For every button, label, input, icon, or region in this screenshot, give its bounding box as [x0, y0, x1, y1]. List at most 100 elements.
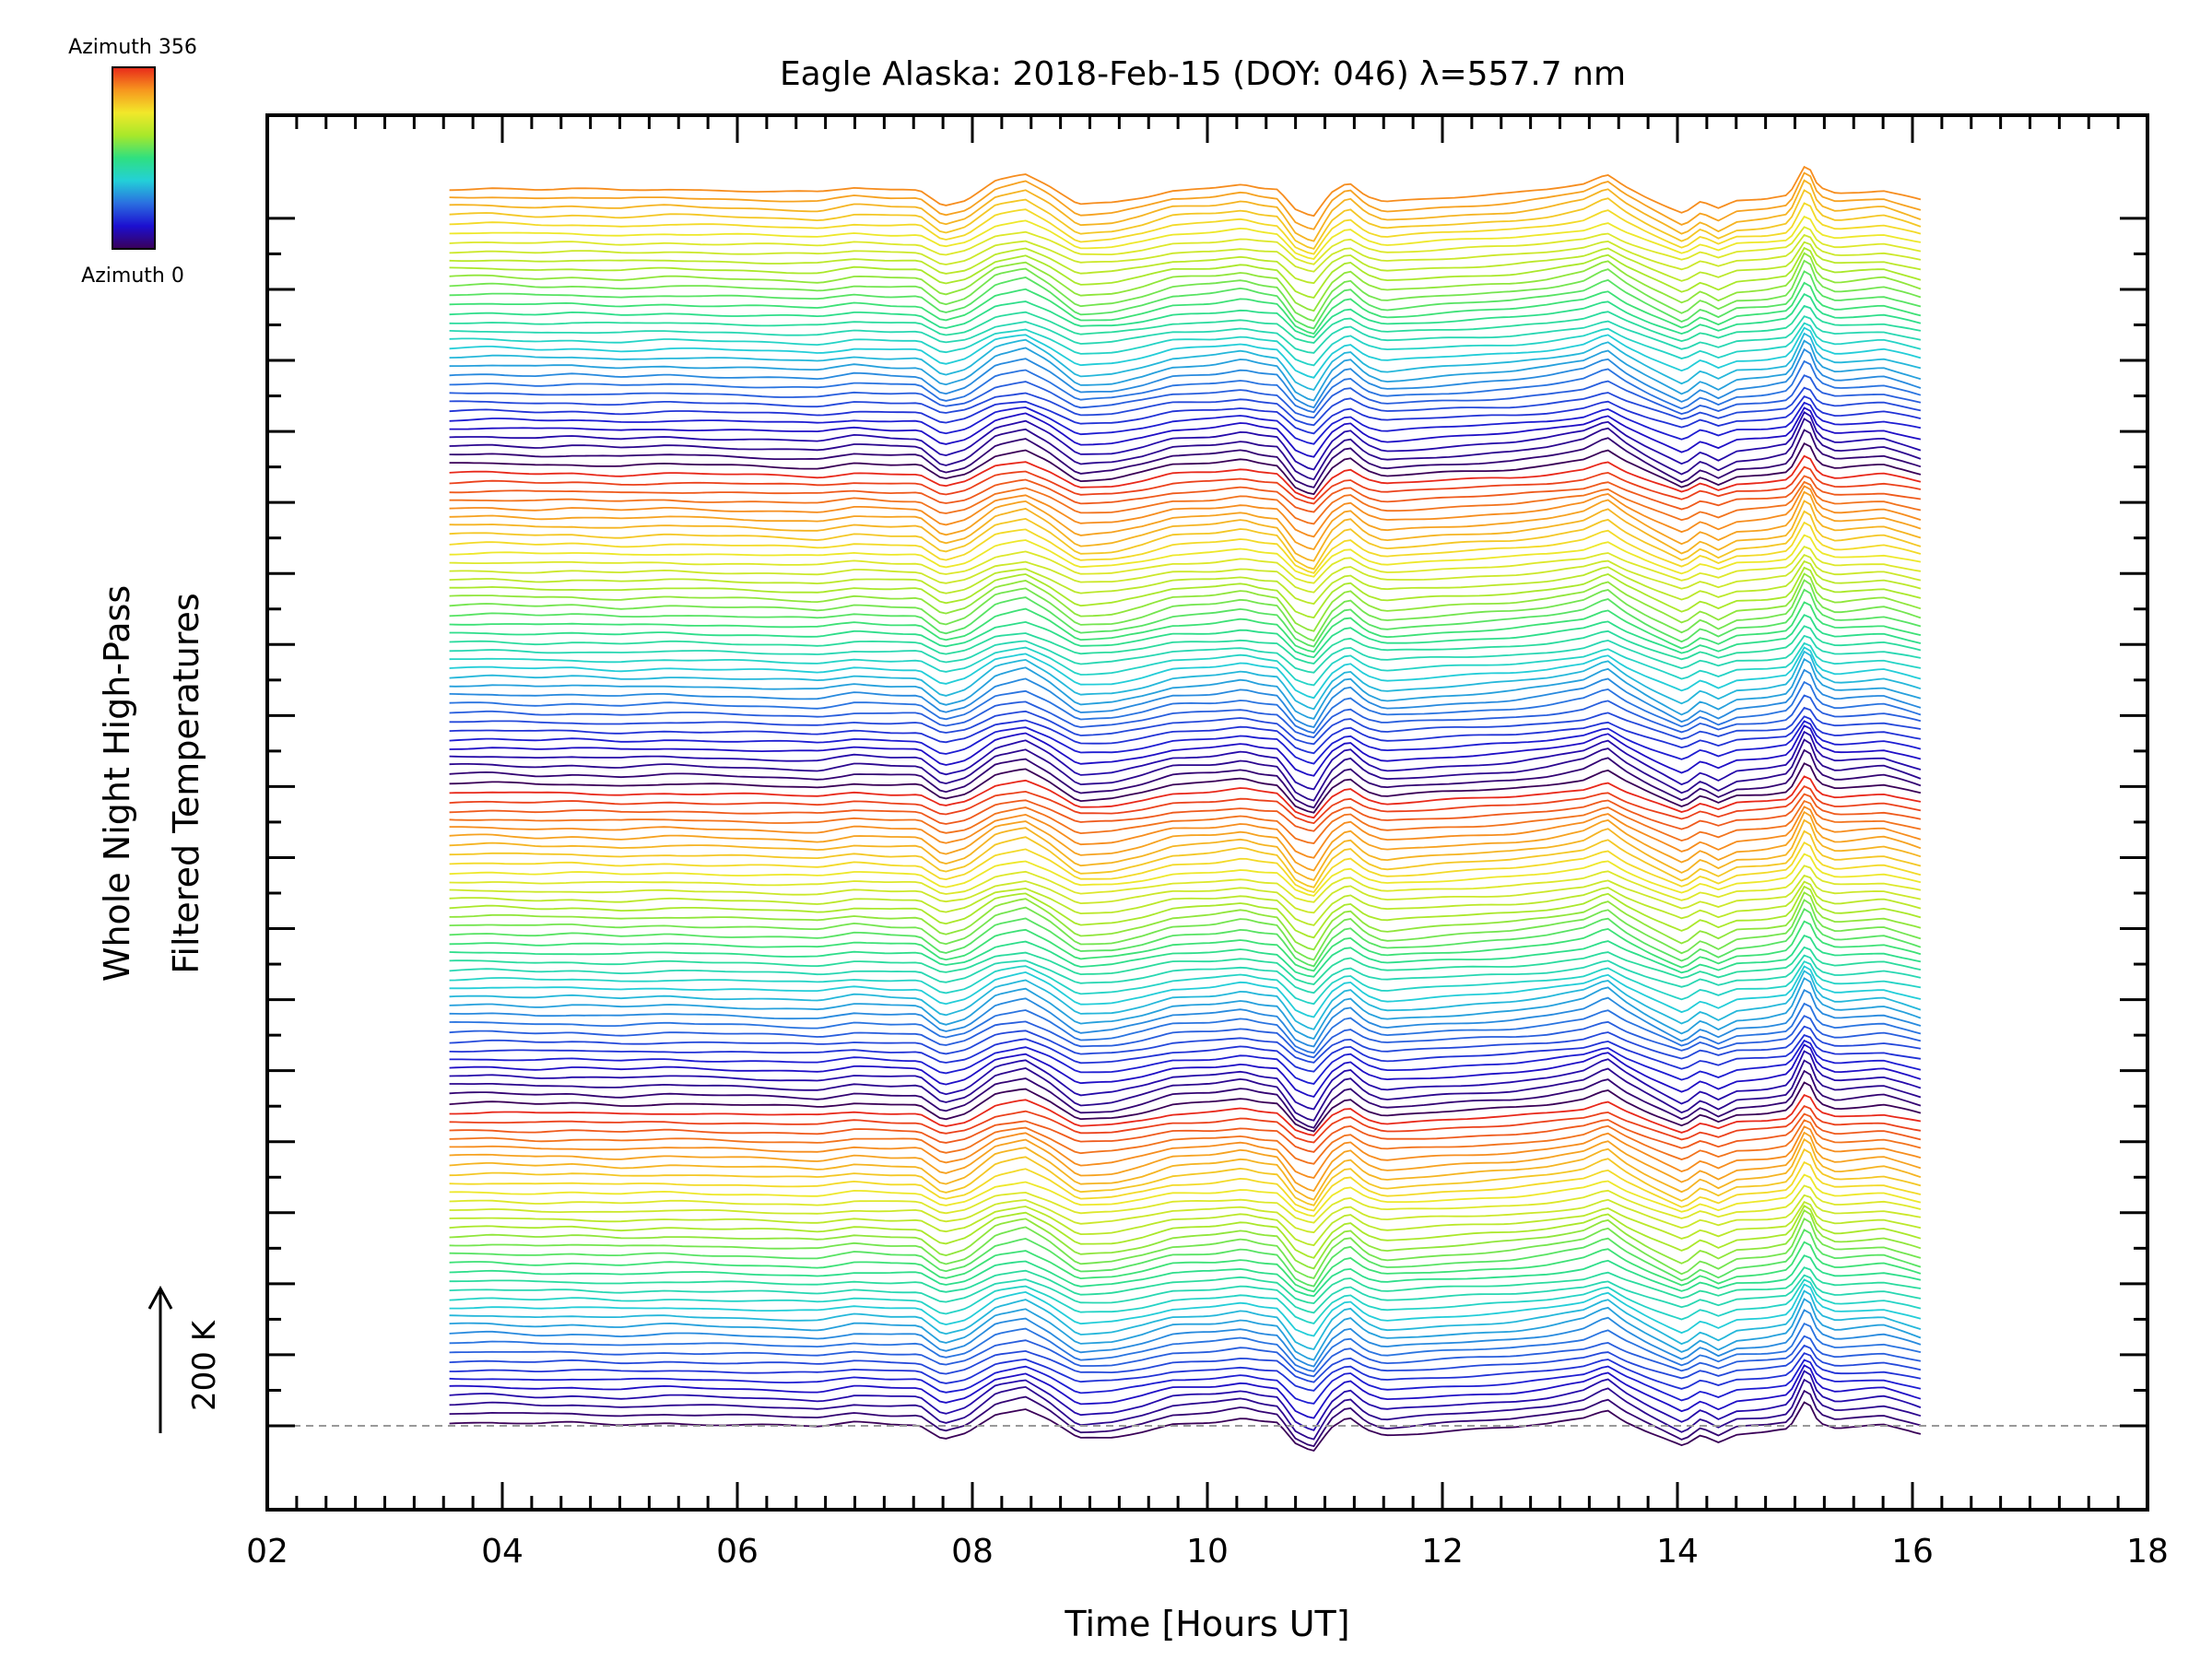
trace-line — [449, 970, 1922, 1030]
trace-line — [449, 1370, 1922, 1431]
trace-line — [449, 1309, 1922, 1368]
trace-group — [449, 165, 1922, 1453]
trace-line — [449, 1147, 1922, 1206]
trace-line — [449, 601, 1922, 653]
trace-line — [449, 554, 1922, 594]
trace-line — [449, 534, 1922, 578]
trace-line — [449, 738, 1922, 802]
colorbar: Azimuth 356 Azimuth 0 — [68, 36, 197, 288]
trace-line — [449, 641, 1922, 687]
trace-line — [449, 730, 1922, 791]
trace-line — [449, 1039, 1922, 1085]
trace-line — [449, 625, 1922, 665]
trace-line — [449, 650, 1922, 711]
trace-line — [449, 252, 1922, 312]
trace-line — [449, 793, 1922, 832]
scale-bar-arrow-head — [147, 1285, 173, 1310]
trace-line — [449, 572, 1922, 632]
trace-line — [449, 165, 1922, 218]
trace-line — [449, 1389, 1922, 1448]
trace-line — [449, 885, 1922, 939]
trace-line — [449, 490, 1922, 551]
trace-line — [449, 1015, 1922, 1059]
trace-line — [449, 784, 1922, 825]
trace-line — [449, 546, 1922, 584]
chart-title: Eagle Alaska: 2018-Feb-15 (DOY: 046) λ=5… — [780, 55, 1626, 93]
trace-line — [449, 706, 1922, 746]
trace-line — [449, 559, 1922, 606]
trace-line — [449, 1298, 1922, 1361]
trace-line — [449, 935, 1922, 978]
trace-line — [449, 1119, 1922, 1165]
trace-line — [449, 179, 1922, 242]
colorbar-bottom-label: Azimuth 0 — [81, 265, 184, 288]
x-tick-label: 18 — [2126, 1533, 2169, 1571]
trace-line — [449, 521, 1922, 574]
trace-line — [449, 657, 1922, 720]
trace-line — [449, 1229, 1922, 1288]
trace-line — [449, 806, 1922, 859]
trace-line — [449, 1254, 1922, 1298]
trace-line — [449, 281, 1922, 335]
trace-line — [449, 1344, 1922, 1383]
trace-line — [449, 1112, 1922, 1153]
trace-line — [449, 1283, 1922, 1337]
trace-line — [449, 1378, 1922, 1441]
trace-line — [449, 246, 1922, 300]
trace-line — [449, 510, 1922, 571]
trace-line — [449, 853, 1922, 897]
trace-line — [449, 1200, 1922, 1247]
trace-line — [449, 406, 1922, 458]
trace-line — [449, 411, 1922, 471]
x-axis-label: Time [Hours UT] — [1064, 1604, 1349, 1644]
x-tick-label: 14 — [1656, 1533, 1699, 1571]
scale-bar-label: 200 K — [186, 1319, 223, 1411]
trace-line — [449, 1335, 1922, 1378]
trace-line — [449, 1322, 1922, 1372]
trace-line — [449, 1137, 1922, 1201]
trace-line — [449, 1125, 1922, 1180]
y-ticks — [267, 217, 2147, 1428]
trace-line — [449, 965, 1922, 1018]
y-axis-label-line2: Filtered Temperatures — [166, 593, 206, 973]
trace-line — [449, 891, 1922, 951]
trace-line — [449, 429, 1922, 488]
y-axis-label: Whole Night High-Pass Filtered Temperatu… — [97, 585, 206, 982]
x-tick-labels: 02 04 06 08 10 12 14 16 18 — [246, 1533, 2169, 1571]
trace-line — [449, 475, 1922, 513]
trace-line — [449, 465, 1922, 505]
trace-line — [449, 1401, 1922, 1453]
trace-line — [449, 1359, 1922, 1405]
trace-line — [449, 1241, 1922, 1293]
trace-line — [449, 724, 1922, 777]
trace-line — [449, 920, 1922, 972]
trace-line — [449, 226, 1922, 265]
trace-line — [449, 293, 1922, 339]
trace-line — [449, 1160, 1922, 1212]
trace-line — [449, 720, 1922, 765]
trace-line — [449, 865, 1922, 903]
trace-line — [449, 401, 1922, 445]
trace-line — [449, 171, 1922, 230]
trace-line — [449, 1131, 1922, 1193]
trace-line — [449, 1050, 1922, 1111]
trace-line — [449, 634, 1922, 674]
trace-line — [449, 715, 1922, 755]
trace-line — [449, 810, 1922, 872]
trace-line — [449, 1364, 1922, 1419]
trace-line — [449, 1093, 1922, 1136]
trace-line — [449, 946, 1922, 985]
trace-line — [449, 1069, 1922, 1129]
trace-line — [449, 1002, 1922, 1054]
trace-line — [449, 762, 1922, 814]
trace-line — [449, 841, 1922, 894]
x-tick-label: 16 — [1891, 1533, 1934, 1571]
x-minor-ticks — [295, 115, 2120, 1510]
x-major-ticks — [265, 115, 2149, 1510]
trace-line — [449, 500, 1922, 562]
trace-line — [449, 442, 1922, 496]
trace-line — [449, 566, 1922, 619]
trace-line — [449, 332, 1922, 392]
trace-line — [449, 326, 1922, 379]
trace-line — [449, 454, 1922, 500]
